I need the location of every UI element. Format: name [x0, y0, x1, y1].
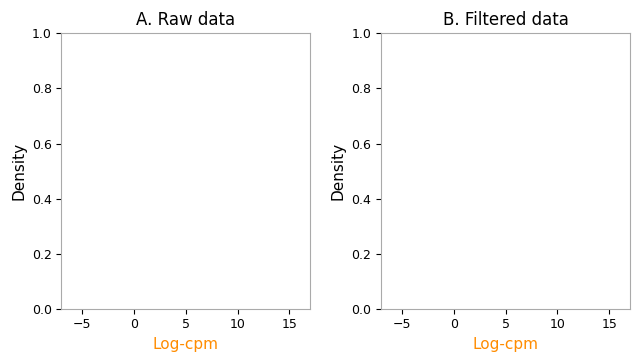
Y-axis label: Density: Density — [11, 142, 26, 200]
Y-axis label: Density: Density — [331, 142, 346, 200]
X-axis label: Log-cpm: Log-cpm — [153, 337, 219, 352]
X-axis label: Log-cpm: Log-cpm — [472, 337, 538, 352]
Title: A. Raw data: A. Raw data — [136, 11, 235, 29]
Title: B. Filtered data: B. Filtered data — [442, 11, 569, 29]
